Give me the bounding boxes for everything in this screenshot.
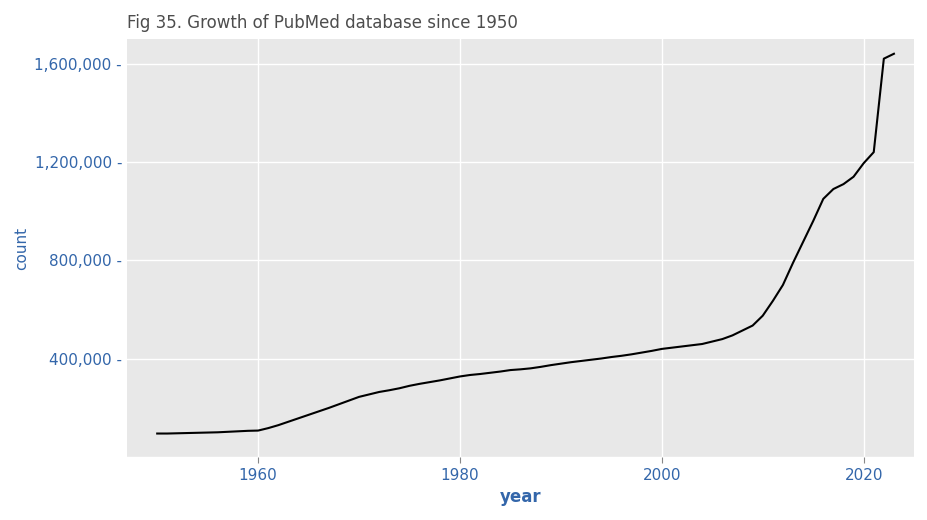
X-axis label: year: year (499, 488, 540, 506)
Y-axis label: count: count (14, 227, 29, 270)
Text: Fig 35. Growth of PubMed database since 1950: Fig 35. Growth of PubMed database since … (127, 14, 517, 32)
